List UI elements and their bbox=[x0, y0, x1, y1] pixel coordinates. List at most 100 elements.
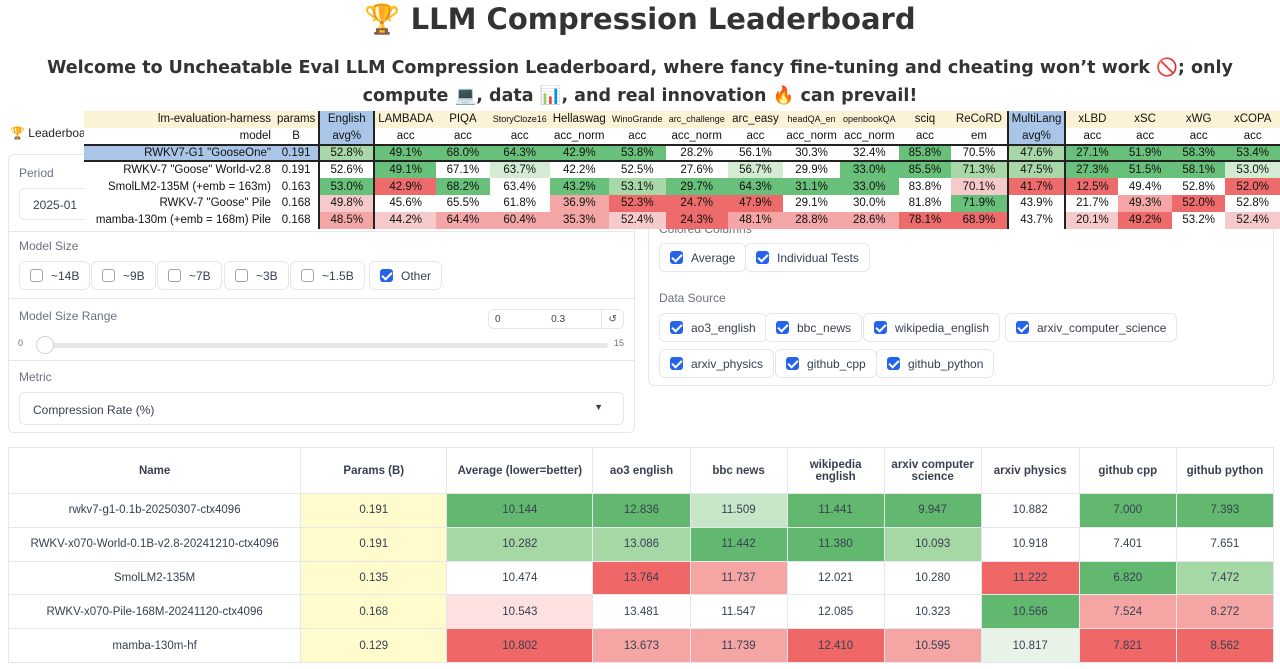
column-header[interactable]: Name bbox=[7, 447, 302, 494]
lm-eval-cell: 53.4% bbox=[1225, 143, 1280, 163]
table-row[interactable]: RWKV-x070-Pile-168M-20241120-ctx4096 0.16… bbox=[7, 594, 1275, 630]
checkbox-option[interactable]: arxiv_computer_science bbox=[1005, 313, 1178, 342]
table-cell: 12.021 bbox=[786, 560, 885, 596]
lm-eval-cell: 27.3% bbox=[1065, 161, 1119, 179]
checkbox-option[interactable]: ~3B bbox=[224, 261, 289, 290]
table-cell: 12.410 bbox=[786, 628, 885, 663]
lm-eval-cell: 58.1% bbox=[1171, 161, 1226, 179]
lm-eval-cell: arc_challenge bbox=[665, 111, 728, 128]
lm-eval-row: SmolLM2-135M (+emb = 163m) 0.163 53.0% 42.9… bbox=[84, 178, 1280, 195]
lm-eval-cell: 0.191 bbox=[273, 143, 320, 163]
checkbox-option[interactable]: github_cpp bbox=[775, 349, 877, 378]
lm-eval-cell: 52.4% bbox=[608, 211, 666, 229]
range-min-input[interactable]: 0 bbox=[495, 313, 501, 325]
metric-select[interactable]: Compression Rate (%) ▼ bbox=[19, 392, 624, 425]
table-cell: 7.393 bbox=[1175, 493, 1275, 528]
checkbox-checked-icon[interactable] bbox=[670, 357, 683, 370]
results-table: Name Params (B) Average (lower=better) ao3 … bbox=[7, 447, 1275, 663]
results-header-row: Name Params (B) Average (lower=better) ao3 … bbox=[7, 447, 1275, 494]
column-header[interactable]: arxiv physics bbox=[980, 447, 1080, 494]
checkbox-checked-icon[interactable] bbox=[380, 269, 393, 282]
table-cell: 13.481 bbox=[592, 594, 691, 630]
checkbox-option[interactable]: ~1.5B bbox=[290, 261, 365, 290]
checkbox-option[interactable]: ~7B bbox=[157, 261, 222, 290]
lm-eval-cell: RWKV-7 "Goose" World-v2.8 bbox=[84, 161, 274, 179]
checkbox-icon[interactable] bbox=[168, 269, 181, 282]
table-row[interactable]: RWKV-x070-World-0.1B-v2.8-20241210-ctx40… bbox=[7, 526, 1275, 562]
column-header[interactable]: wikipedia english bbox=[786, 447, 885, 494]
checkbox-checked-icon[interactable] bbox=[670, 251, 683, 264]
lm-eval-cell: 24.7% bbox=[665, 194, 728, 212]
checkbox-option[interactable]: Other bbox=[369, 261, 443, 290]
lm-eval-cell: ReCoRD bbox=[951, 111, 1008, 128]
column-header[interactable]: arxiv computer science bbox=[883, 447, 982, 494]
lm-eval-cell: 47.5% bbox=[1006, 161, 1067, 179]
checkbox-option[interactable]: Average bbox=[659, 243, 747, 272]
lm-eval-cell: arc_easy bbox=[727, 111, 784, 128]
size-slider-handle[interactable] bbox=[36, 336, 54, 354]
checkbox-icon[interactable] bbox=[235, 269, 248, 282]
column-header[interactable]: bbc news bbox=[689, 447, 788, 494]
table-cell: 6.820 bbox=[1078, 560, 1177, 596]
checkbox-icon[interactable] bbox=[301, 269, 314, 282]
column-header[interactable]: ao3 english bbox=[592, 447, 691, 494]
checkbox-option[interactable]: Individual Tests bbox=[745, 243, 870, 272]
checkbox-checked-icon[interactable] bbox=[786, 357, 799, 370]
lm-eval-cell: 85.5% bbox=[898, 161, 952, 179]
lm-eval-cell: RWKV-7 "Goose" Pile bbox=[84, 194, 274, 212]
lm-eval-cell: 49.8% bbox=[318, 194, 376, 212]
lm-eval-cell: 53.1% bbox=[608, 178, 666, 195]
lm-eval-cell: 21.7% bbox=[1065, 194, 1119, 212]
lm-eval-cell: 85.8% bbox=[898, 143, 952, 163]
table-row[interactable]: mamba-130m-hf 0.129 10.802 13.673 11.739 12.4… bbox=[7, 628, 1275, 663]
checkbox-checked-icon[interactable] bbox=[874, 321, 887, 334]
checkbox-option[interactable]: wikipedia_english bbox=[863, 313, 1001, 342]
lm-eval-cell: WinoGrande bbox=[608, 111, 666, 128]
table-row[interactable]: rwkv7-g1-0.1b-20250307-ctx4096 0.191 10.14… bbox=[7, 493, 1275, 528]
lm-eval-cell: 52.4% bbox=[1225, 211, 1280, 229]
lm-eval-cell: headQA_en bbox=[783, 111, 841, 128]
checkbox-icon[interactable] bbox=[102, 269, 115, 282]
lm-eval-cell: RWKV7-G1 "GooseOne" bbox=[84, 143, 274, 163]
lm-eval-cell: 64.3% bbox=[727, 178, 784, 195]
lm-eval-cell: 68.9% bbox=[951, 211, 1008, 229]
table-row[interactable]: SmolLM2-135M 0.135 10.474 13.764 11.737 12.02… bbox=[7, 560, 1275, 596]
table-cell: 11.442 bbox=[689, 526, 788, 562]
lm-eval-cell: LAMBADA bbox=[374, 111, 437, 128]
lm-eval-cell: 52.5% bbox=[608, 161, 666, 179]
tab-leaderboard[interactable]: 🏆 Leaderboar bbox=[10, 126, 90, 140]
checkbox-checked-icon[interactable] bbox=[756, 251, 769, 264]
checkbox-option[interactable]: ~9B bbox=[91, 261, 156, 290]
checkbox-option[interactable]: github_python bbox=[876, 349, 995, 378]
column-header[interactable]: github cpp bbox=[1078, 447, 1177, 494]
range-inputs: 0 0.3 ↺ bbox=[488, 309, 624, 329]
table-cell: 10.282 bbox=[446, 526, 594, 562]
divider bbox=[9, 298, 634, 299]
size-slider-track[interactable] bbox=[36, 343, 608, 348]
lm-eval-cell: 52.8% bbox=[1171, 178, 1226, 195]
checkbox-checked-icon[interactable] bbox=[776, 321, 789, 334]
checkbox-checked-icon[interactable] bbox=[1016, 321, 1029, 334]
lm-eval-cell: 36.9% bbox=[549, 194, 609, 212]
table-cell: 7.651 bbox=[1175, 526, 1275, 562]
checkbox-checked-icon[interactable] bbox=[670, 321, 683, 334]
checkbox-option[interactable]: arxiv_physics bbox=[659, 349, 775, 378]
checkbox-option[interactable]: bbc_news bbox=[765, 313, 863, 342]
checkbox-option[interactable]: ~14B bbox=[19, 261, 91, 290]
checkbox-option[interactable]: ao3_english bbox=[659, 313, 767, 342]
column-header[interactable]: Params (B) bbox=[300, 447, 448, 494]
lm-eval-cell: 60.4% bbox=[489, 211, 550, 229]
reset-icon[interactable]: ↺ bbox=[601, 310, 623, 328]
lm-eval-cell: 49.2% bbox=[1118, 211, 1172, 229]
checkbox-icon[interactable] bbox=[30, 269, 43, 282]
lm-eval-cell: 64.3% bbox=[489, 143, 550, 163]
column-header[interactable]: github python bbox=[1175, 447, 1275, 494]
checkbox-checked-icon[interactable] bbox=[887, 357, 900, 370]
table-cell: 11.380 bbox=[786, 526, 885, 562]
lm-eval-cell: 65.5% bbox=[436, 194, 490, 212]
lm-eval-cell: acc_norm bbox=[549, 127, 609, 145]
column-header[interactable]: Average (lower=better) bbox=[446, 447, 594, 494]
range-max-input[interactable]: 0.3 bbox=[551, 313, 566, 325]
lm-eval-cell: acc bbox=[1118, 127, 1172, 145]
table-cell: 11.509 bbox=[689, 493, 788, 528]
